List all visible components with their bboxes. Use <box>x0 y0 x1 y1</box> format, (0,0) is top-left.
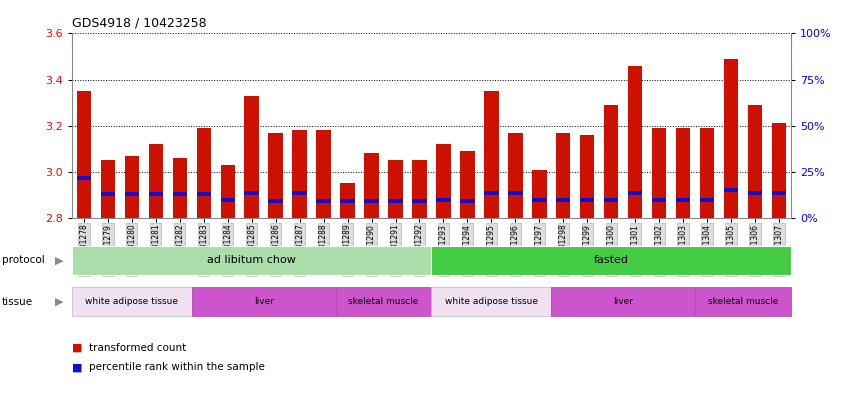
Text: ■: ■ <box>72 362 82 373</box>
Bar <box>604 198 618 202</box>
Bar <box>748 191 762 195</box>
Bar <box>221 198 235 202</box>
Bar <box>77 91 91 218</box>
Bar <box>293 191 307 195</box>
Bar <box>336 287 431 316</box>
Bar <box>676 128 690 218</box>
Bar <box>244 96 259 218</box>
Bar <box>724 59 739 218</box>
Bar <box>72 287 192 316</box>
Bar <box>431 246 791 275</box>
Bar <box>772 191 786 195</box>
Bar <box>437 144 451 218</box>
Bar <box>365 153 379 218</box>
Text: white adipose tissue: white adipose tissue <box>445 297 538 306</box>
Bar <box>652 128 667 218</box>
Bar <box>748 105 762 218</box>
Text: skeletal muscle: skeletal muscle <box>708 297 778 306</box>
Text: ■: ■ <box>72 343 82 353</box>
Bar <box>437 198 451 202</box>
Bar <box>628 191 642 195</box>
Text: ▶: ▶ <box>55 255 63 265</box>
Bar <box>556 133 570 218</box>
Bar <box>72 246 431 275</box>
Bar <box>173 158 187 218</box>
Bar <box>388 160 403 218</box>
Text: skeletal muscle: skeletal muscle <box>349 297 419 306</box>
Bar <box>532 170 547 218</box>
Bar <box>604 105 618 218</box>
Bar <box>77 176 91 180</box>
Bar <box>316 199 331 203</box>
Bar <box>580 135 595 218</box>
Bar <box>221 165 235 218</box>
Text: protocol: protocol <box>2 255 45 265</box>
Text: ▶: ▶ <box>55 297 63 307</box>
Text: percentile rank within the sample: percentile rank within the sample <box>89 362 265 373</box>
Bar <box>196 128 211 218</box>
Text: tissue: tissue <box>2 297 33 307</box>
Bar <box>508 133 523 218</box>
Bar <box>268 133 283 218</box>
Text: white adipose tissue: white adipose tissue <box>85 297 179 306</box>
Text: liver: liver <box>613 297 633 306</box>
Text: fasted: fasted <box>594 255 629 265</box>
Bar <box>695 287 791 316</box>
Bar <box>772 123 786 218</box>
Bar <box>340 199 354 203</box>
Bar <box>149 192 163 196</box>
Bar <box>700 198 714 202</box>
Bar <box>268 199 283 203</box>
Bar <box>484 91 498 218</box>
Bar <box>412 199 426 203</box>
Bar <box>173 192 187 196</box>
Bar <box>508 191 523 195</box>
Bar <box>724 189 739 192</box>
Bar <box>556 198 570 202</box>
Text: transformed count: transformed count <box>89 343 186 353</box>
Bar <box>552 287 695 316</box>
Bar <box>293 130 307 218</box>
Bar <box>340 184 354 218</box>
Text: ad libitum chow: ad libitum chow <box>207 255 296 265</box>
Text: GDS4918 / 10423258: GDS4918 / 10423258 <box>72 17 206 29</box>
Bar <box>431 287 552 316</box>
Bar <box>124 156 139 218</box>
Bar <box>192 287 336 316</box>
Bar <box>388 199 403 203</box>
Bar <box>196 192 211 196</box>
Bar <box>700 128 714 218</box>
Bar <box>628 66 642 218</box>
Bar <box>460 151 475 218</box>
Bar <box>316 130 331 218</box>
Bar <box>365 199 379 203</box>
Text: liver: liver <box>254 297 273 306</box>
Bar <box>460 199 475 203</box>
Bar <box>101 160 115 218</box>
Bar <box>124 192 139 196</box>
Bar <box>149 144 163 218</box>
Bar <box>652 198 667 202</box>
Bar <box>676 198 690 202</box>
Bar <box>580 198 595 202</box>
Bar <box>244 191 259 195</box>
Bar <box>484 191 498 195</box>
Bar <box>101 192 115 196</box>
Bar <box>412 160 426 218</box>
Bar <box>532 198 547 202</box>
